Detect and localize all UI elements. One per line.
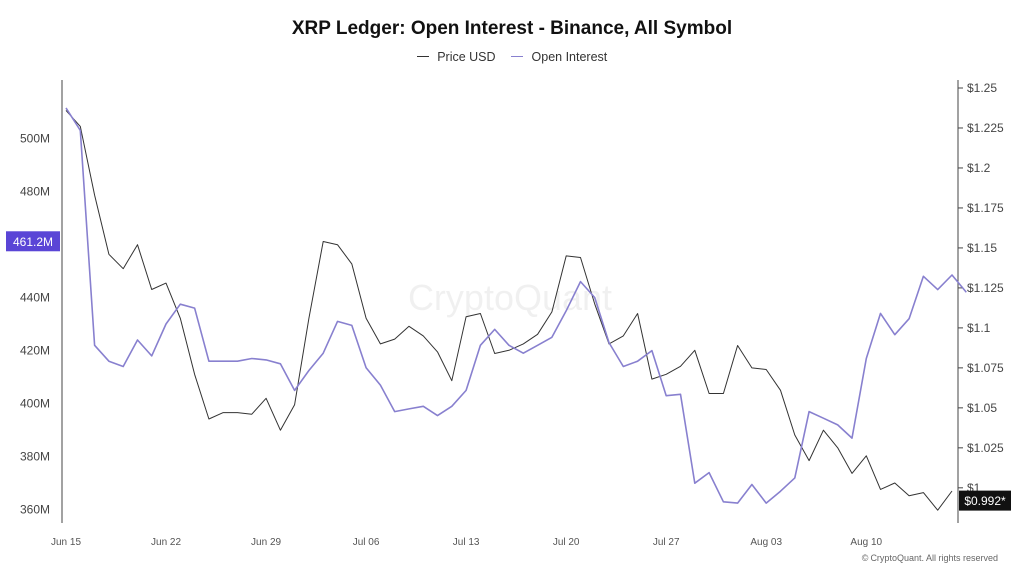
legend-label-price: Price USD bbox=[437, 50, 496, 64]
x-axis-tick-label: Aug 03 bbox=[750, 537, 782, 548]
legend-item-price[interactable]: Price USD bbox=[416, 50, 496, 64]
right-axis-tick-label: $1.225 bbox=[967, 121, 1004, 135]
chart-legend: Price USD Open Interest bbox=[0, 50, 1024, 64]
right-axis-tick-label: $1.175 bbox=[967, 201, 1004, 215]
x-axis-tick-label: Jun 15 bbox=[51, 537, 81, 548]
legend-label-open-interest: Open Interest bbox=[531, 50, 608, 64]
x-axis-tick-label: Jun 22 bbox=[151, 537, 181, 548]
x-axis-tick-label: Jul 13 bbox=[453, 537, 480, 548]
right-axis-tick-label: $1.125 bbox=[967, 281, 1004, 295]
left-axis-current-value: 461.2M bbox=[13, 235, 53, 249]
left-axis-tick-label: 380M bbox=[20, 450, 50, 464]
left-axis-tick-label: 400M bbox=[20, 397, 50, 411]
left-axis-tick-label: 420M bbox=[20, 344, 50, 358]
copyright-credit: © CryptoQuant. All rights reserved bbox=[862, 553, 998, 563]
x-axis-tick-label: Jul 27 bbox=[653, 537, 680, 548]
right-axis-tick-label: $1.075 bbox=[967, 361, 1004, 375]
left-axis-tick-label: 480M bbox=[20, 184, 50, 198]
legend-swatch-price bbox=[416, 56, 429, 58]
price-usd-line bbox=[65, 110, 953, 511]
chart-title: XRP Ledger: Open Interest - Binance, All… bbox=[291, 18, 733, 39]
watermark-text: CryptoQuant bbox=[408, 277, 612, 318]
left-axis-tick-label: 360M bbox=[20, 503, 50, 517]
legend-item-open-interest[interactable]: Open Interest bbox=[511, 50, 607, 64]
x-axis-tick-label: Jul 06 bbox=[353, 537, 380, 548]
right-axis-tick-label: $1.05 bbox=[967, 401, 997, 415]
right-axis-tick-label: $1.15 bbox=[967, 241, 997, 255]
left-axis-tick-label: 500M bbox=[20, 131, 50, 145]
right-axis-tick-label: $1.2 bbox=[967, 161, 991, 175]
left-axis-current-badge bbox=[6, 231, 60, 252]
copyright-icon: © bbox=[861, 553, 869, 563]
x-axis-tick-label: Jul 20 bbox=[553, 537, 580, 548]
credit-text: CryptoQuant. All rights reserved bbox=[870, 553, 998, 563]
x-axis-tick-label: Aug 10 bbox=[850, 537, 882, 548]
x-axis-tick-label: Jun 29 bbox=[251, 537, 281, 548]
open-interest-line bbox=[65, 107, 967, 504]
legend-swatch-open-interest bbox=[511, 56, 524, 58]
right-axis-tick-label: $1.1 bbox=[967, 321, 991, 335]
left-axis-tick-label: 440M bbox=[20, 291, 50, 305]
right-axis-current-badge bbox=[959, 490, 1011, 511]
right-axis-tick-label: $1.25 bbox=[967, 81, 997, 95]
right-axis-current-value: $0.992* bbox=[964, 494, 1006, 508]
right-axis-tick-label: $1.025 bbox=[967, 441, 1004, 455]
